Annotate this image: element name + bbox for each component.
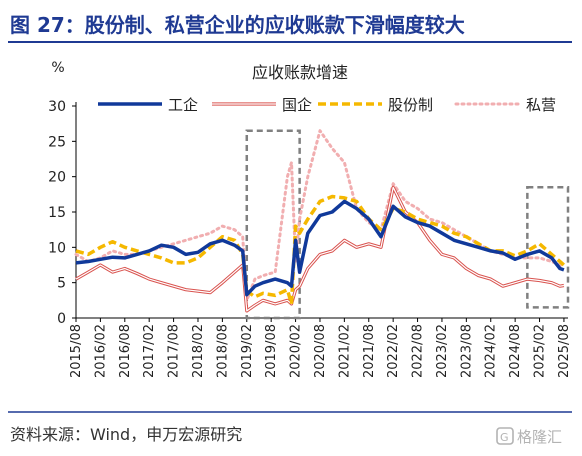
x-tick-label: 2019/08: [264, 324, 279, 378]
x-tick-label: 2024/02: [484, 324, 499, 378]
watermark-text: 格隆汇: [517, 428, 562, 446]
x-tick-label: 2015/08: [69, 324, 84, 378]
x-tick-label: 2016/02: [93, 324, 108, 378]
x-tick-label: 2021/08: [362, 324, 377, 378]
y-axis-label: %: [51, 60, 64, 76]
x-tick-label: 2018/02: [191, 324, 206, 378]
legend-item: 国企: [212, 96, 312, 114]
highlight-box-2: [526, 186, 570, 309]
legend: 工企 国企 股份制 私营: [98, 96, 556, 114]
x-tick-label: 2023/08: [459, 324, 474, 378]
watermark-icon: [496, 427, 514, 445]
watermark-logo: G 格隆汇: [496, 427, 562, 446]
series-工企: [75, 199, 565, 297]
series-国企: [75, 185, 565, 313]
x-tick-label: 2020/02: [289, 324, 304, 378]
x-tick-label: 2017/08: [167, 324, 182, 378]
x-tick-label: 2021/02: [337, 324, 352, 378]
legend-label: 私营: [526, 96, 556, 114]
legend-item: 私营: [454, 96, 556, 114]
highlight-regions: [245, 129, 570, 320]
x-tick-label: 2025/08: [557, 324, 572, 378]
x-tick-label: 2023/02: [435, 324, 450, 378]
y-tick-label: 15: [48, 205, 66, 221]
legend-item: 工企: [98, 96, 198, 114]
y-tick-label: 10: [48, 240, 66, 256]
legend-label: 股份制: [388, 96, 433, 114]
x-tick-label: 2024/08: [508, 324, 523, 378]
y-tick-label: 30: [48, 99, 66, 115]
watermark-icon-glyph: G: [500, 431, 509, 444]
y-tick-label: 20: [48, 170, 66, 186]
y-tick-label: 5: [57, 276, 66, 292]
x-tick-label: 2022/08: [411, 324, 426, 378]
x-tick-label: 2025/02: [533, 324, 548, 378]
chart-title: 应收账款增速: [252, 63, 348, 82]
source-note: 资料来源：Wind，申万宏源研究: [10, 425, 242, 444]
y-tick-label: 0: [57, 311, 66, 327]
x-tick-label: 2020/08: [313, 324, 328, 378]
x-tick-label: 2019/02: [240, 324, 255, 378]
x-tick-label: 2022/02: [386, 324, 401, 378]
x-tick-label: 2016/08: [118, 324, 133, 378]
series-line-gongqi: [75, 199, 565, 297]
series-line-guoqi-inner: [75, 186, 565, 312]
legend-label: 国企: [282, 96, 312, 114]
axes: 0 5 10 15 20 25 30 2015/08 2016/02 2016/08 2017/02…: [48, 99, 572, 378]
x-tick-label: 2018/08: [215, 324, 230, 378]
series-layer: [74, 129, 566, 313]
x-tick-label: 2017/02: [142, 324, 157, 378]
y-tick-label: 25: [48, 134, 66, 150]
legend-label: 工企: [168, 96, 198, 114]
legend-item: 股份制: [318, 96, 433, 114]
figure-title: 图 27：股份制、私营企业的应收账款下滑幅度较大: [10, 13, 465, 37]
